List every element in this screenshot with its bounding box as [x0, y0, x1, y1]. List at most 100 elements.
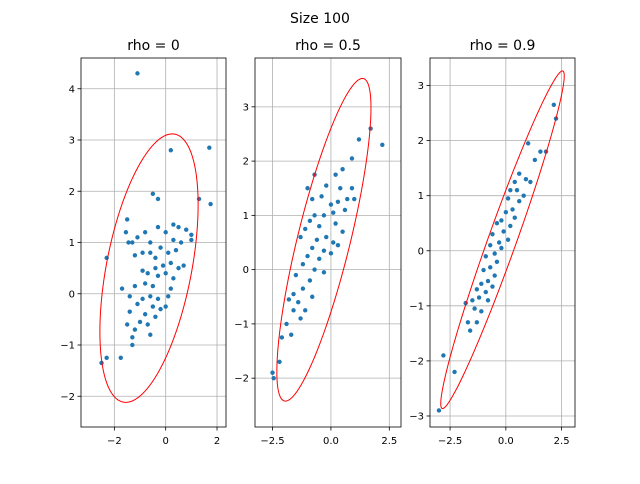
data-point	[317, 224, 322, 229]
data-point	[271, 375, 276, 381]
data-point	[119, 286, 125, 291]
data-point	[441, 353, 446, 358]
data-point	[481, 267, 486, 273]
plot-area	[270, 77, 385, 402]
data-point	[163, 304, 168, 309]
data-point	[130, 342, 135, 348]
data-point	[328, 251, 334, 256]
subplot-title: rho = 0.5	[295, 38, 361, 54]
data-point	[494, 221, 500, 226]
y-tick-label: −2	[60, 392, 75, 403]
data-point	[173, 247, 179, 253]
x-tick-label: 2	[214, 436, 220, 447]
data-point	[291, 291, 296, 297]
x-tick-label: 2.5	[554, 436, 570, 447]
data-point	[184, 227, 189, 232]
data-point	[321, 248, 327, 253]
y-tick-label: 1	[69, 238, 75, 249]
y-tick-label: 2	[69, 187, 75, 198]
data-point	[335, 243, 341, 248]
y-tick-label: 4	[69, 84, 75, 95]
data-point	[551, 102, 557, 108]
subplot-title: rho = 0	[127, 38, 180, 54]
data-point	[189, 232, 194, 238]
data-point	[132, 253, 138, 258]
x-tick-label: 0.0	[323, 436, 339, 447]
data-point	[189, 237, 194, 243]
y-tick-label: −1	[60, 341, 75, 352]
data-point	[155, 273, 161, 279]
data-point	[483, 254, 488, 259]
data-point	[140, 250, 145, 255]
data-point	[207, 145, 212, 150]
data-point	[150, 283, 156, 289]
data-point	[488, 243, 493, 248]
data-point	[324, 183, 329, 188]
data-point	[126, 240, 131, 245]
data-point	[474, 320, 480, 325]
data-point	[485, 298, 491, 303]
data-point	[158, 306, 163, 312]
data-point	[474, 287, 480, 292]
data-point	[176, 265, 181, 271]
y-tick-label: −1	[234, 319, 249, 330]
data-point	[135, 235, 140, 240]
data-point	[331, 240, 336, 245]
data-point	[155, 196, 161, 202]
axes-frame	[429, 57, 576, 428]
data-point	[148, 250, 153, 255]
data-point	[333, 221, 338, 226]
data-point	[160, 263, 166, 268]
data-point	[305, 253, 310, 259]
data-point	[153, 314, 158, 320]
data-point	[312, 213, 317, 218]
data-point	[517, 171, 522, 176]
data-point	[137, 319, 143, 325]
axes-frame	[254, 57, 402, 428]
data-point	[104, 355, 109, 361]
data-point	[298, 316, 303, 321]
y-tick-label: 3	[69, 136, 75, 147]
data-point	[127, 309, 132, 314]
confidence-ellipse	[440, 70, 565, 410]
subplot-title: rho = 0.9	[470, 38, 536, 54]
data-point	[155, 224, 161, 230]
data-point	[300, 262, 306, 267]
data-point	[508, 187, 513, 193]
subplot-2: −2.5 0.0 2.5 −2 −1 0 1 2 3 rho = 0.5	[234, 38, 402, 447]
data-point	[150, 191, 156, 197]
data-point	[328, 202, 334, 207]
data-point	[163, 271, 168, 276]
data-point	[166, 294, 171, 299]
data-point	[300, 286, 306, 291]
data-point	[140, 268, 145, 273]
data-point	[501, 229, 506, 234]
data-point	[148, 332, 153, 337]
x-tick-label: −2.5	[260, 436, 284, 447]
data-point	[479, 281, 484, 287]
data-point	[324, 234, 329, 240]
data-point	[303, 226, 308, 232]
data-point	[490, 232, 495, 237]
data-point	[140, 296, 145, 302]
x-tick-label: 0	[163, 436, 169, 447]
y-tick-label: −1	[409, 301, 424, 312]
data-point	[340, 229, 345, 234]
data-point	[338, 186, 343, 191]
data-point	[505, 196, 511, 201]
data-point	[523, 176, 529, 182]
data-point	[181, 263, 186, 268]
x-tick-label: −2.5	[438, 436, 462, 447]
data-point	[499, 245, 504, 251]
data-point	[270, 370, 275, 375]
data-point	[452, 369, 457, 375]
y-tick-label: 3	[243, 102, 249, 113]
plot-area	[99, 71, 213, 403]
data-point	[307, 278, 313, 283]
data-point	[490, 284, 495, 289]
data-point	[310, 294, 315, 299]
data-point	[510, 207, 515, 212]
data-point	[142, 312, 148, 317]
